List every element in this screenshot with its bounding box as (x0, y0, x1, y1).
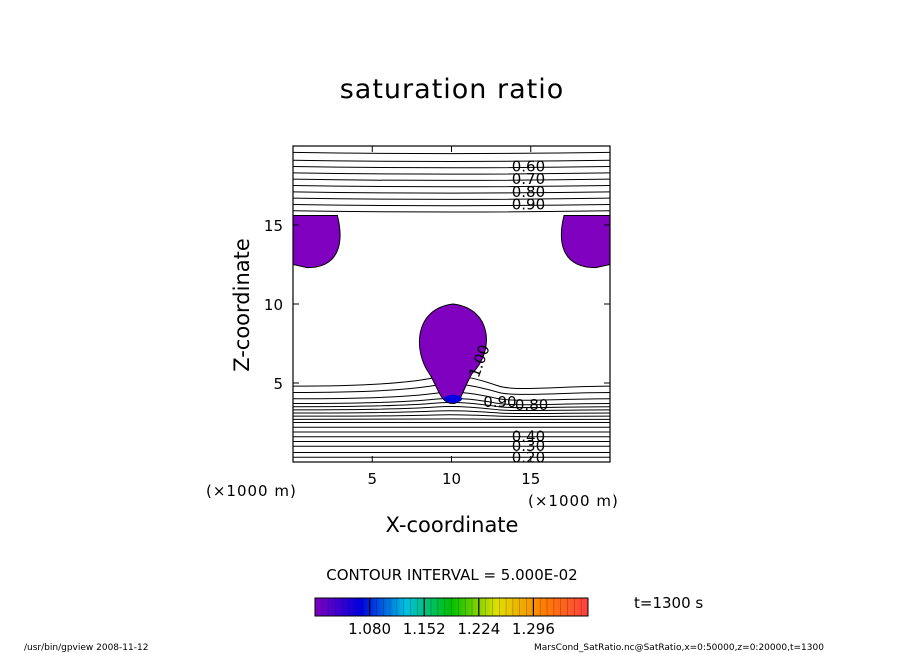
z-tick-label: 15 (264, 217, 283, 235)
chart-title: saturation ratio (339, 74, 565, 105)
upper-contour-line (292, 197, 611, 200)
upper-contour-line (292, 159, 611, 162)
contour-label: 0.80 (512, 183, 545, 201)
lower-contour-line (292, 406, 611, 412)
colorbar-tick-label: 1.080 (348, 620, 391, 638)
time-label: t=1300 s (634, 594, 704, 612)
x-unit-label-right: (×1000 m) (528, 492, 619, 510)
contour-label: 0.20 (512, 448, 545, 466)
upper-contour-line (292, 166, 611, 169)
contour-label: 0.90 (512, 195, 545, 213)
upper-contour-line (292, 151, 611, 154)
x-tick-label: 10 (442, 470, 461, 488)
upper-contour-line (292, 178, 611, 181)
contour-label: 0.60 (512, 158, 545, 176)
central-plume-region (418, 303, 487, 405)
lower-contour-line (292, 418, 611, 420)
colorbar-tick-label: 1.224 (457, 620, 500, 638)
contour-interval-text: CONTOUR INTERVAL = 5.000E-02 (326, 566, 578, 584)
right-cap-region (560, 215, 611, 269)
footer-left: /usr/bin/gpview 2008-11-12 (24, 643, 149, 653)
left-cap-region (292, 215, 341, 269)
upper-contour-line (292, 210, 611, 213)
z-tick-label: 10 (264, 296, 283, 314)
lower-contour-line (292, 397, 611, 406)
lower-contour-line (292, 401, 611, 409)
lower-contour-line (292, 391, 611, 401)
lower-contour-line (292, 410, 611, 415)
x-axis-label: X-coordinate (385, 513, 519, 537)
x-unit-label-left: (×1000 m) (206, 482, 297, 500)
upper-contour-line (292, 203, 611, 207)
upper-contour-line (292, 172, 611, 175)
contour-label: 0.70 (512, 170, 545, 188)
contour-label: 0.40 (512, 428, 545, 446)
x-tick-label: 15 (521, 470, 540, 488)
z-tick-label: 5 (273, 375, 283, 393)
x-tick-label: 5 (367, 470, 377, 488)
colorbar-tick-label: 1.152 (403, 620, 446, 638)
upper-contour-line (292, 185, 611, 188)
contour-label: 0.90 (483, 393, 516, 411)
lower-contour-line (292, 414, 611, 417)
contour-label: 0.80 (515, 396, 548, 414)
upper-contour-line (292, 191, 611, 194)
footer-right: MarsCond_SatRatio.nc@SatRatio,x=0:50000,… (534, 643, 824, 653)
contour-label: 0.30 (512, 437, 545, 455)
colorbar-tick-label: 1.296 (512, 620, 555, 638)
plume-core (444, 394, 463, 403)
